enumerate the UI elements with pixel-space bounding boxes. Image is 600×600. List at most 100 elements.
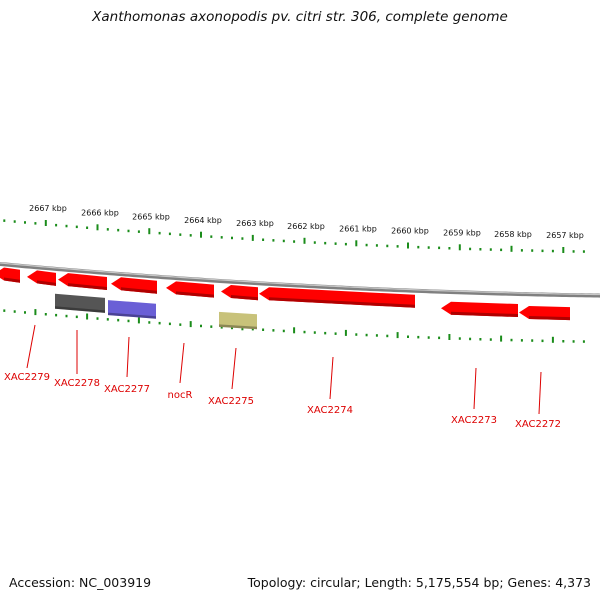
ruler-minor-tick bbox=[469, 247, 472, 251]
ruler-minor-tick bbox=[334, 332, 337, 335]
ruler-major-tick bbox=[189, 321, 192, 328]
ruler-minor-tick bbox=[520, 249, 523, 252]
kbp-label: 2662 kbp bbox=[287, 222, 325, 231]
ruler-minor-tick bbox=[65, 224, 68, 228]
backbone-highlight bbox=[0, 262, 600, 296]
ruler-minor-tick bbox=[458, 337, 461, 340]
ruler-minor-tick bbox=[541, 339, 544, 343]
kbp-label: 2657 kbp bbox=[546, 231, 584, 240]
ruler-minor-tick bbox=[251, 327, 254, 331]
ruler-minor-tick bbox=[438, 336, 441, 340]
ruler-minor-tick bbox=[469, 337, 472, 341]
kbp-labels: 2667 kbp 2666 kbp 2665 kbp 2664 kbp 2663 kbp… bbox=[29, 204, 584, 240]
gene-arrow[interactable] bbox=[441, 301, 518, 317]
ruler-minor-tick bbox=[3, 309, 6, 312]
ruler-minor-tick bbox=[396, 245, 399, 248]
inner-tick-ruler bbox=[3, 309, 585, 343]
ruler-minor-tick bbox=[231, 236, 233, 240]
feature-grey[interactable] bbox=[55, 293, 105, 313]
ruler-minor-tick bbox=[531, 249, 534, 252]
ruler-major-tick bbox=[500, 335, 503, 342]
ruler-minor-tick bbox=[489, 338, 492, 341]
gene-label[interactable]: XAC2274 bbox=[307, 405, 353, 416]
gene-arrow[interactable] bbox=[221, 285, 258, 301]
gene-leader-line bbox=[538, 371, 542, 415]
kbp-label: 2664 kbp bbox=[184, 216, 222, 225]
ruler-minor-tick bbox=[293, 240, 296, 243]
ruler-minor-tick bbox=[282, 239, 285, 243]
ruler-major-tick bbox=[148, 228, 151, 235]
ruler-minor-tick bbox=[479, 248, 482, 251]
ruler-minor-tick bbox=[438, 246, 441, 250]
gene-leader-line bbox=[179, 342, 185, 384]
kbp-label: 2665 kbp bbox=[132, 212, 170, 221]
gene-arrow[interactable] bbox=[259, 287, 415, 308]
ruler-minor-tick bbox=[489, 248, 492, 251]
ruler-minor-tick bbox=[241, 237, 244, 240]
gene-arrow[interactable] bbox=[0, 267, 20, 283]
ruler-minor-tick bbox=[168, 232, 171, 236]
ruler-major-tick bbox=[510, 245, 513, 252]
ruler-minor-tick bbox=[75, 315, 78, 319]
gene-arrow[interactable] bbox=[519, 306, 570, 321]
ruler-minor-tick bbox=[34, 222, 37, 225]
ruler-minor-tick bbox=[479, 338, 482, 341]
gene-label[interactable]: XAC2277 bbox=[104, 384, 150, 395]
ruler-minor-tick bbox=[96, 317, 99, 320]
gene-label[interactable]: XAC2279 bbox=[4, 372, 50, 383]
ruler-minor-tick bbox=[158, 321, 161, 325]
gene-labels: XAC2279 XAC2278 XAC2277 nocR XAC2275 XAC2274 X… bbox=[4, 324, 561, 430]
ruler-minor-tick bbox=[117, 318, 120, 322]
kbp-label: 2667 kbp bbox=[29, 204, 67, 213]
gene-label[interactable]: nocR bbox=[168, 390, 193, 401]
ruler-minor-tick bbox=[427, 246, 430, 249]
gene-label[interactable]: XAC2273 bbox=[451, 415, 497, 426]
ruler-minor-tick bbox=[55, 313, 58, 317]
ruler-minor-tick bbox=[3, 219, 6, 222]
gene-label[interactable]: XAC2278 bbox=[54, 378, 100, 389]
gene-label[interactable]: XAC2272 bbox=[515, 419, 561, 430]
ruler-major-tick bbox=[344, 329, 347, 336]
ruler-minor-tick bbox=[75, 225, 78, 229]
gene-arrow[interactable] bbox=[27, 270, 56, 286]
ruler-minor-tick bbox=[355, 333, 358, 336]
feature-olive[interactable] bbox=[219, 311, 257, 330]
ruler-major-tick bbox=[303, 237, 306, 244]
ruler-minor-tick bbox=[386, 334, 389, 338]
gene-arrow[interactable] bbox=[111, 277, 157, 294]
ruler-major-tick bbox=[96, 224, 99, 231]
gene-arrow[interactable] bbox=[58, 273, 107, 290]
gene-features bbox=[0, 267, 570, 330]
genome-summary-text: Topology: circular; Length: 5,175,554 bp… bbox=[247, 575, 591, 590]
ruler-major-tick bbox=[551, 336, 554, 343]
ruler-minor-tick bbox=[24, 311, 26, 314]
kbp-label: 2659 kbp bbox=[443, 228, 481, 237]
ruler-minor-tick bbox=[375, 334, 378, 337]
ruler-minor-tick bbox=[210, 325, 213, 328]
ruler-minor-tick bbox=[200, 324, 202, 328]
ruler-minor-tick bbox=[417, 335, 420, 339]
feature-blue[interactable] bbox=[108, 300, 156, 319]
ruler-minor-tick bbox=[531, 339, 534, 342]
ruler-minor-tick bbox=[262, 328, 265, 331]
ruler-minor-tick bbox=[127, 229, 130, 233]
ruler-minor-tick bbox=[220, 236, 223, 239]
ruler-minor-tick bbox=[210, 235, 213, 238]
kbp-label: 2661 kbp bbox=[339, 224, 377, 233]
ruler-minor-tick bbox=[272, 329, 275, 332]
ruler-minor-tick bbox=[106, 228, 109, 231]
ruler-major-tick bbox=[137, 317, 140, 324]
gene-leader-line bbox=[473, 367, 477, 410]
ruler-minor-tick bbox=[282, 329, 285, 333]
ruler-minor-tick bbox=[344, 242, 347, 246]
ruler-minor-tick bbox=[500, 248, 503, 252]
ruler-minor-tick bbox=[168, 322, 171, 326]
ruler-minor-tick bbox=[137, 230, 140, 233]
gene-arrow[interactable] bbox=[166, 281, 214, 298]
ruler-minor-tick bbox=[324, 331, 327, 335]
ruler-minor-tick bbox=[65, 314, 68, 318]
ruler-minor-tick bbox=[44, 313, 47, 316]
ruler-minor-tick bbox=[334, 242, 337, 245]
gene-label[interactable]: XAC2275 bbox=[208, 396, 254, 407]
ruler-minor-tick bbox=[562, 340, 565, 343]
